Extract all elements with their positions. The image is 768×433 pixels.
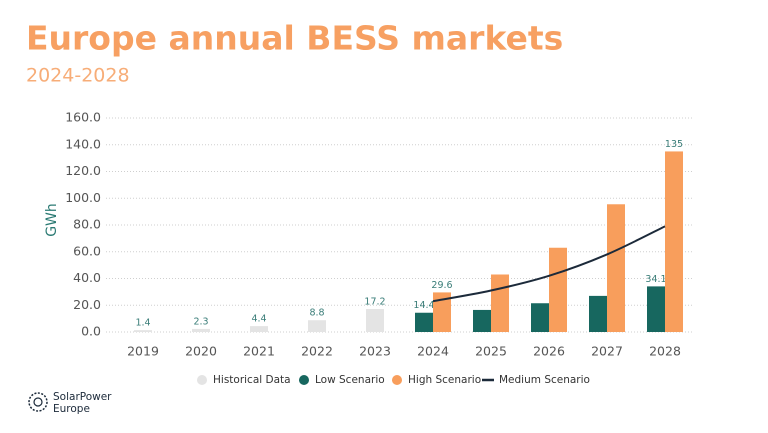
legend-label: Historical Data (213, 374, 291, 386)
chart-subtitle: 2024-2028 (26, 65, 130, 87)
data-label: 2.3 (193, 316, 208, 327)
legend-label: Low Scenario (315, 374, 385, 386)
legend-label: High Scenario (408, 374, 481, 386)
bar (607, 204, 625, 332)
data-label: 1.4 (135, 318, 150, 329)
bar (531, 303, 549, 332)
legend-label: Medium Scenario (499, 374, 590, 386)
y-tick-label: 100.0 (65, 190, 101, 205)
x-tick-label: 2026 (533, 344, 565, 359)
data-label: 14.4 (413, 300, 434, 311)
data-label: 17.2 (364, 296, 385, 307)
x-tick-label: 2028 (649, 344, 681, 359)
x-tick-label: 2022 (301, 344, 333, 359)
bar (647, 286, 665, 332)
bar (433, 292, 451, 332)
x-tick-label: 2023 (359, 344, 391, 359)
logo-text: Europe (53, 403, 90, 415)
y-tick-label: 40.0 (73, 270, 101, 285)
legend-marker (197, 375, 207, 385)
data-label: 29.6 (431, 280, 452, 291)
bar (415, 312, 433, 332)
y-tick-label: 120.0 (65, 163, 101, 178)
bar (589, 295, 607, 332)
logo-icon (33, 397, 43, 407)
line (432, 225, 666, 303)
y-tick-label: 160.0 (65, 110, 101, 125)
chart-title: Europe annual BESS markets (26, 19, 563, 58)
logo: SolarPower Europe (28, 391, 112, 415)
y-tick-label: 80.0 (73, 217, 101, 232)
x-tick-label: 2020 (185, 344, 217, 359)
legend-marker (392, 375, 402, 385)
y-tick-label: 20.0 (73, 297, 101, 312)
data-label: 34.1 (645, 274, 666, 285)
data-label: 8.8 (309, 308, 324, 319)
y-tick-label: 60.0 (73, 243, 101, 258)
bar (491, 274, 509, 332)
bar (473, 309, 491, 332)
y-axis-label: GWh (44, 203, 60, 237)
bar (134, 330, 152, 332)
x-tick-label: 2024 (417, 344, 449, 359)
x-tick-label: 2021 (243, 344, 275, 359)
bar (549, 247, 567, 332)
bar (308, 320, 326, 332)
data-label: 135 (665, 139, 683, 150)
bar (366, 308, 384, 332)
bar (665, 151, 683, 332)
bar (192, 328, 210, 332)
x-tick-label: 2027 (591, 344, 623, 359)
y-tick-label: 140.0 (65, 136, 101, 151)
y-tick-label: 0.0 (81, 324, 101, 339)
legend-marker (299, 375, 309, 385)
bar (250, 326, 268, 332)
logo-icon (28, 392, 48, 412)
x-tick-label: 2019 (127, 344, 159, 359)
logo-text: SolarPower (53, 391, 112, 403)
data-label: 4.4 (251, 314, 266, 325)
x-tick-label: 2025 (475, 344, 507, 359)
